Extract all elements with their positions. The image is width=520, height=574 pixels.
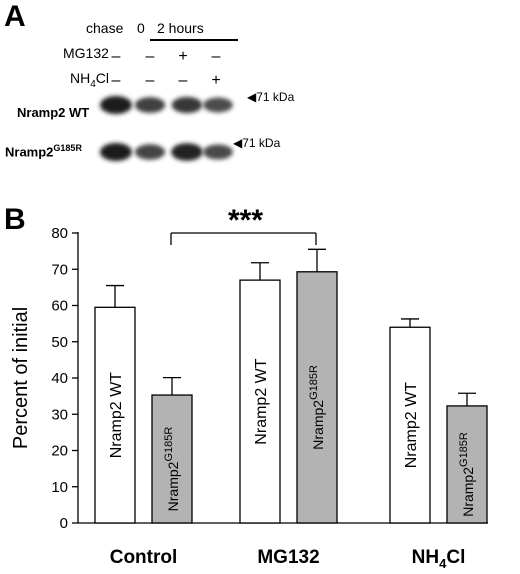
panel-b-letter: B (4, 203, 26, 236)
marker-arrow-icon: ◀ (233, 136, 243, 150)
western-blot (100, 96, 233, 161)
bar-series-label: Nramp2 WT (253, 358, 270, 444)
x-category-label: Control (110, 547, 178, 568)
y-tick-label: 10 (51, 479, 68, 496)
y-tick-label: 60 (51, 298, 68, 315)
y-axis-label: Percent of initial (10, 307, 32, 449)
y-tick-label: 70 (51, 261, 68, 278)
nh4cl-label: NH4Cl (70, 70, 110, 90)
bar (296, 271, 338, 524)
mg132-sign: – (112, 48, 121, 65)
bar-chart: 0 10 20 30 40 50 60 70 80 Percent of initial Nramp… (10, 204, 488, 571)
bar-series-label: Nramp2 WT (108, 372, 125, 458)
nh4cl-sign: – (112, 72, 121, 89)
nh4cl-sign-row: – – – + (112, 72, 221, 89)
wt-band (203, 97, 233, 113)
g185r-band (134, 144, 166, 160)
bar (151, 394, 193, 524)
marker-71kda-row2: ◀71 kDa (233, 136, 281, 150)
chase-zero-label: 0 (137, 20, 145, 36)
bar (446, 405, 488, 524)
nh4cl-sign: – (146, 72, 155, 89)
bar (389, 326, 431, 524)
chase-label: chase (86, 20, 124, 36)
nh4cl-sign: – (179, 72, 188, 89)
y-tick-label: 0 (60, 515, 68, 532)
mg132-label: MG132 (63, 45, 109, 61)
mg132-sign: – (146, 48, 155, 65)
x-category-label: MG132 (257, 547, 319, 568)
g185r-band (100, 143, 132, 161)
wt-band (134, 97, 166, 113)
mg132-sign-row: – – + – (112, 48, 221, 65)
row-wt-label: Nramp2 WT (17, 105, 90, 120)
y-tick-label: 20 (51, 443, 68, 460)
mg132-sign: + (178, 48, 187, 65)
g185r-band (171, 143, 203, 161)
y-tick-label: 50 (51, 334, 68, 351)
y-tick-label: 80 (51, 225, 68, 242)
x-category-label: NH4Cl (412, 547, 466, 571)
row-g185r-label: Nramp2G185R (5, 143, 82, 160)
mg132-sign: – (212, 48, 221, 65)
chase-two-hours-label: 2 hours (157, 20, 204, 36)
panel-a-letter: A (4, 0, 26, 33)
marker-arrow-icon: ◀ (247, 90, 257, 104)
y-tick-label: 30 (51, 406, 68, 423)
wt-band (100, 96, 132, 114)
significance-stars: *** (228, 204, 263, 237)
nh4cl-sign: + (211, 72, 220, 89)
bar (94, 306, 136, 524)
bar (239, 279, 281, 524)
marker-71kda-row1: ◀71 kDa (247, 90, 295, 104)
g185r-band (203, 144, 233, 160)
y-tick-label: 40 (51, 370, 68, 387)
bar-series-label: Nramp2 WT (403, 382, 420, 468)
wt-band (171, 96, 203, 114)
